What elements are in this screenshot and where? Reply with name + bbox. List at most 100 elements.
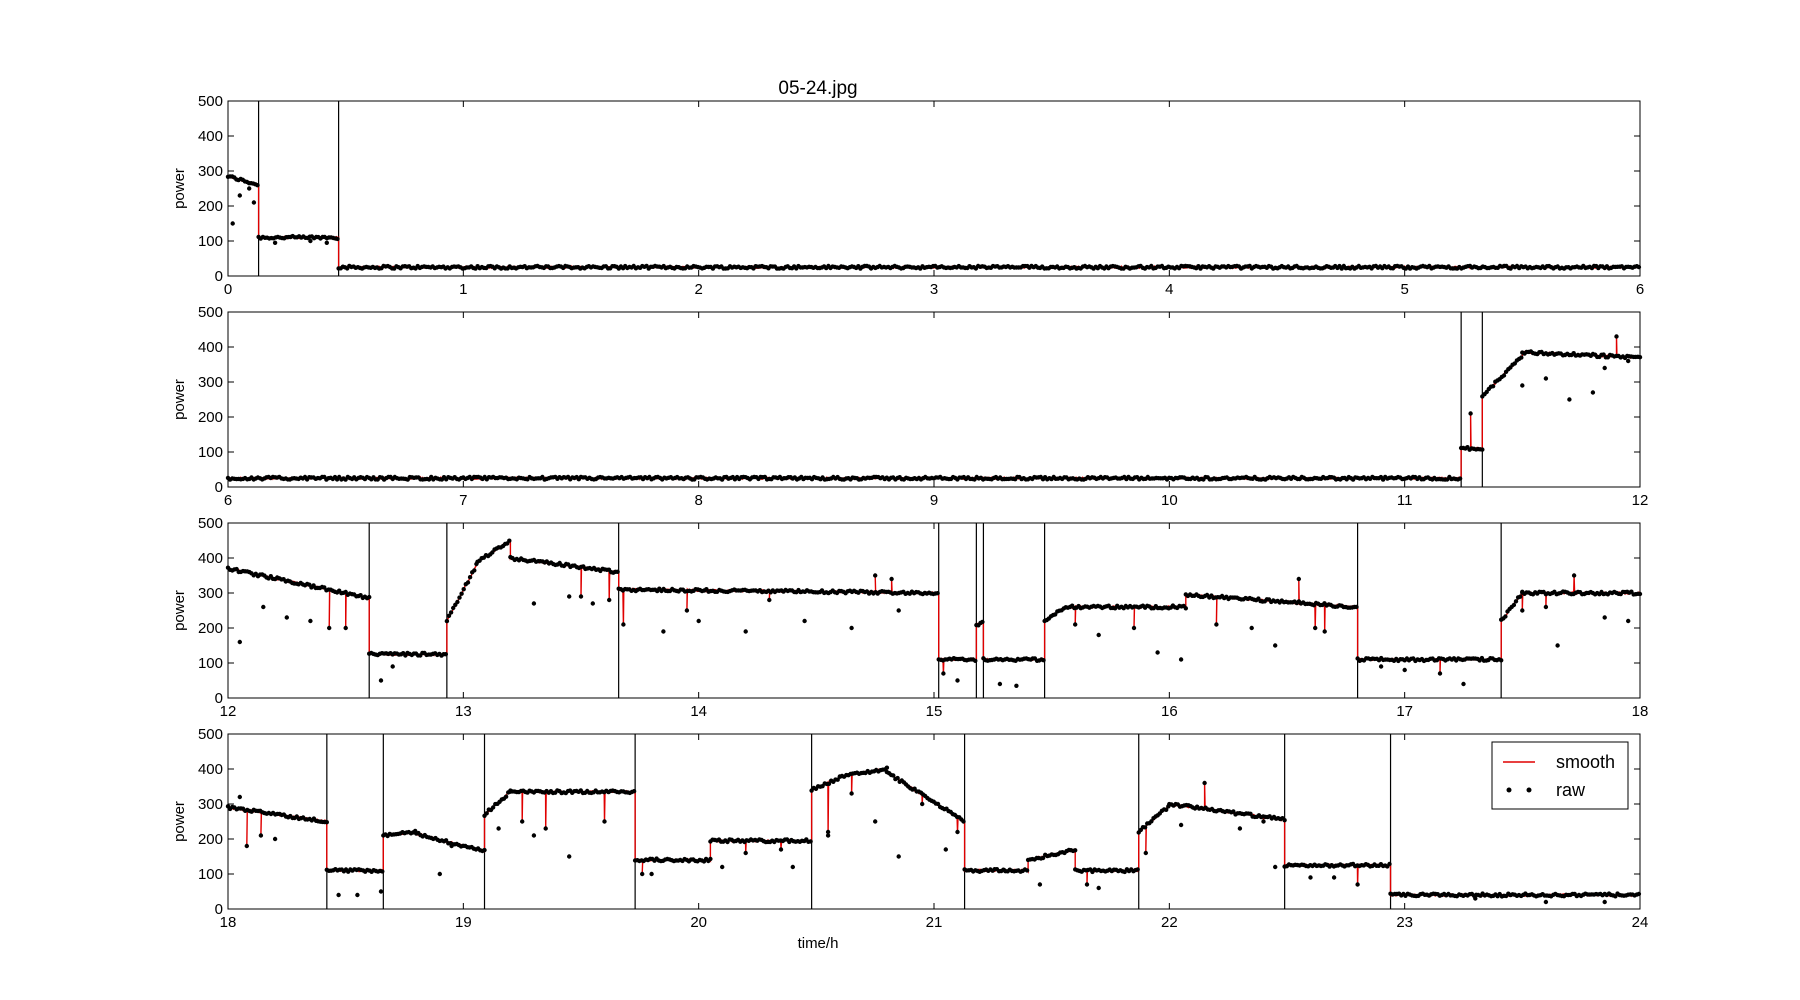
raw-point <box>1282 818 1287 823</box>
raw-point <box>1308 875 1313 880</box>
y-tick-label: 200 <box>198 831 223 848</box>
raw-point <box>1296 576 1302 582</box>
y-tick-label: 400 <box>198 128 223 145</box>
raw-point <box>649 871 654 877</box>
raw-point <box>1037 882 1043 887</box>
raw-point <box>1637 591 1643 597</box>
raw-point <box>896 608 901 613</box>
series-smooth-line <box>227 174 1641 270</box>
y-tick-label: 300 <box>198 796 223 813</box>
raw-point <box>531 601 537 606</box>
x-tick-label: 17 <box>1396 703 1413 720</box>
raw-point <box>1002 868 1007 873</box>
legend: smooth raw <box>1491 741 1629 810</box>
raw-point <box>1261 819 1266 824</box>
raw-point <box>1135 867 1140 872</box>
raw-point <box>543 826 548 831</box>
raw-point <box>1614 334 1619 339</box>
raw-point <box>1354 604 1359 610</box>
raw-point <box>1237 826 1243 831</box>
raw-point <box>602 819 607 824</box>
y-tick-label: 0 <box>215 901 223 918</box>
raw-point <box>327 625 332 631</box>
raw-point <box>1322 629 1327 634</box>
raw-point <box>455 599 460 605</box>
raw-point <box>980 619 985 625</box>
raw-point <box>1142 825 1148 830</box>
y-tick-label: 300 <box>198 374 223 391</box>
raw-point <box>825 833 831 838</box>
raw-point <box>578 594 584 599</box>
x-tick-label: 13 <box>455 703 472 720</box>
raw-point <box>826 781 832 786</box>
raw-point <box>615 569 620 574</box>
y-tick-label: 500 <box>198 515 223 532</box>
raw-point <box>437 871 442 877</box>
raw-point <box>324 240 329 245</box>
raw-point <box>1602 615 1607 620</box>
y-tick-label: 200 <box>198 620 223 637</box>
raw-point <box>920 801 925 807</box>
raw-point <box>1084 882 1090 887</box>
raw-point <box>465 580 471 585</box>
raw-point <box>873 573 878 578</box>
raw-point <box>955 678 960 683</box>
raw-point <box>1571 573 1577 578</box>
raw-point <box>237 193 242 198</box>
raw-point <box>790 864 795 870</box>
series-smooth-line <box>227 766 1641 898</box>
y-axis-label: power <box>171 379 188 420</box>
raw-point <box>1468 411 1473 416</box>
raw-point <box>1178 822 1184 828</box>
raw-point <box>961 819 966 824</box>
raw-point <box>1378 664 1384 669</box>
raw-point <box>640 871 645 877</box>
x-tick-label: 0 <box>224 281 232 298</box>
raw-point <box>1518 594 1523 599</box>
raw-point <box>1499 658 1504 663</box>
raw-point <box>1024 868 1030 873</box>
raw-point <box>308 618 313 624</box>
raw-point <box>1313 625 1318 631</box>
raw-point <box>884 765 890 770</box>
raw-point <box>895 775 900 781</box>
raw-point <box>457 595 462 600</box>
raw-point <box>1355 882 1360 887</box>
raw-point <box>490 805 496 810</box>
raw-point <box>696 618 701 624</box>
raw-point <box>272 240 278 245</box>
raw-point <box>935 801 941 807</box>
raw-point <box>496 826 501 831</box>
raw-point <box>849 625 854 631</box>
y-tick-label: 200 <box>198 198 223 215</box>
raw-point <box>1490 384 1496 389</box>
plot-frame <box>227 733 1641 910</box>
raw-point <box>284 615 289 620</box>
series-raw-points <box>225 174 1642 271</box>
raw-point <box>1457 476 1463 481</box>
raw-point <box>507 538 512 543</box>
raw-point <box>1273 864 1278 870</box>
raw-point <box>258 833 264 838</box>
raw-point <box>1473 896 1478 901</box>
x-tick-label: 15 <box>926 703 943 720</box>
series-smooth-line <box>227 336 1641 481</box>
plot-frame <box>227 522 1641 699</box>
raw-point <box>1331 875 1337 880</box>
raw-point <box>1143 850 1149 856</box>
y-tick-label: 0 <box>215 479 223 496</box>
raw-point <box>1602 365 1607 371</box>
raw-point <box>1519 355 1524 360</box>
raw-point <box>955 829 960 835</box>
x-tick-label: 16 <box>1161 703 1178 720</box>
raw-point <box>743 629 748 634</box>
raw-point <box>531 833 537 838</box>
x-tick-label: 5 <box>1400 281 1408 298</box>
raw-point <box>935 591 940 596</box>
raw-point <box>378 678 384 683</box>
panel-1: 0 100 200 300 400 500 0 1 2 3 4 5 6 power <box>171 93 1644 298</box>
y-tick-label: 400 <box>198 761 223 778</box>
y-axis-label: power <box>171 801 188 842</box>
raw-point <box>472 568 477 573</box>
